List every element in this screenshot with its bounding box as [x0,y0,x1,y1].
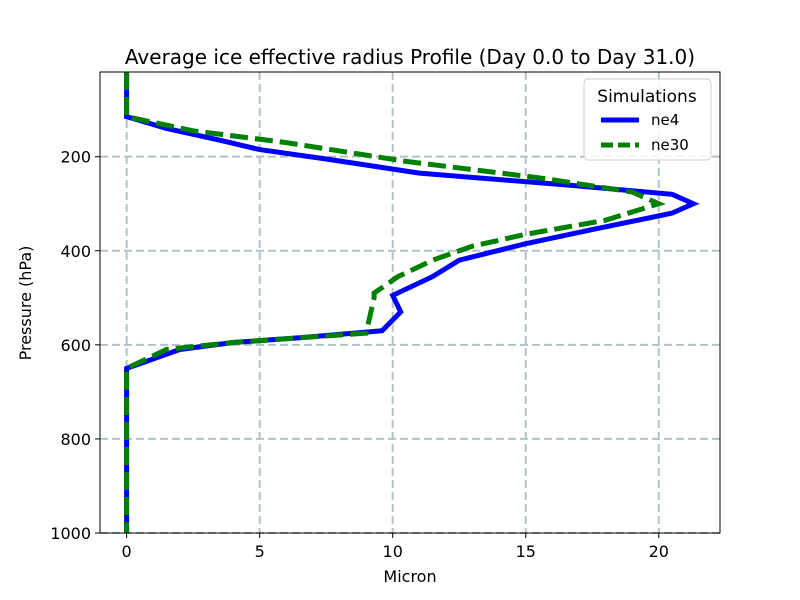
series-group [124,72,700,533]
legend-title: Simulations [597,87,697,107]
x-axis-label: Micron [383,567,436,586]
x-tick-label: 15 [516,542,536,561]
x-tick-label: 20 [649,542,669,561]
legend-box [583,78,712,161]
chart-title: Average ice effective radius Profile (Da… [125,45,695,69]
y-tick-label: 800 [60,430,91,449]
legend-entries: ne4 ne30 [601,111,689,154]
x-tick-label: 5 [255,542,265,561]
x-tick-label: 0 [122,542,132,561]
y-axis-label: Pressure (hPa) [16,246,35,361]
series-line-ne30 [124,72,666,533]
y-tick-label: 600 [60,336,91,355]
y-axis: 200 400 600 800 1000 [50,148,100,543]
y-tick-label: 1000 [50,524,91,543]
y-tick-label: 200 [60,148,91,167]
x-tick-label: 10 [383,542,403,561]
legend: Simulations ne4 ne30 [583,78,712,161]
legend-label-ne4: ne4 [651,111,679,129]
y-tick-label: 400 [60,242,91,261]
plot-frame [99,71,721,534]
x-axis: 0 5 10 15 20 [122,533,669,561]
legend-label-ne30: ne30 [651,136,689,154]
